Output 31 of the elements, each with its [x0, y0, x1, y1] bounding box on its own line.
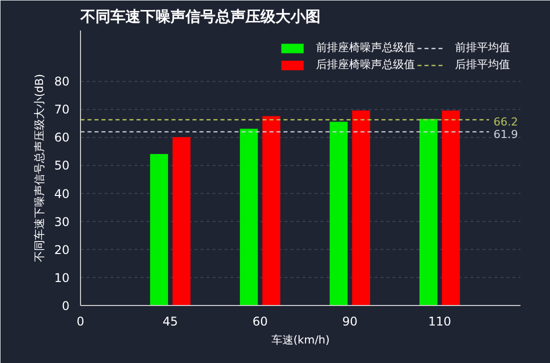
x-tick-label: 110 [428, 314, 452, 328]
x-tick-label: 60 [252, 314, 268, 328]
y-tick-label: 50 [54, 158, 70, 173]
y-tick-label: 20 [54, 242, 70, 257]
bar [172, 137, 190, 306]
y-tick-label: 60 [54, 130, 70, 145]
bar [442, 110, 460, 306]
bar [240, 128, 258, 306]
y-tick-label: 40 [54, 186, 70, 201]
bar [352, 110, 370, 306]
annotation: 61.9 [494, 128, 518, 141]
legend-label: 后排平均值 [455, 57, 510, 72]
bar [330, 122, 348, 306]
legend-label: 前排平均值 [455, 40, 510, 55]
y-tick-label: 70 [54, 102, 70, 117]
y-tick-label: 80 [54, 74, 70, 89]
chart-title: 不同车速下噪声信号总声压级大小图 [80, 8, 320, 26]
y-tick-label: 0 [62, 299, 70, 313]
x-tick-label: 90 [342, 314, 358, 328]
bar [150, 154, 168, 306]
y-tick-label: 10 [54, 270, 70, 285]
bar [419, 118, 438, 306]
x-tick-label: 45 [162, 314, 178, 328]
bar [262, 116, 280, 306]
x-axis-title: 车速(km/h) [271, 334, 330, 346]
annotation: 66.2 [494, 116, 518, 129]
legend-label: 后排座椅噪声总级值 [316, 57, 415, 72]
y-axis-title: 不同车速下噪声信号总声压级大小(dB) [33, 74, 46, 262]
y-tick-label: 30 [54, 214, 70, 229]
x-tick-label: 0 [76, 314, 84, 328]
legend-label: 前排座椅噪声总级值 [316, 40, 415, 55]
